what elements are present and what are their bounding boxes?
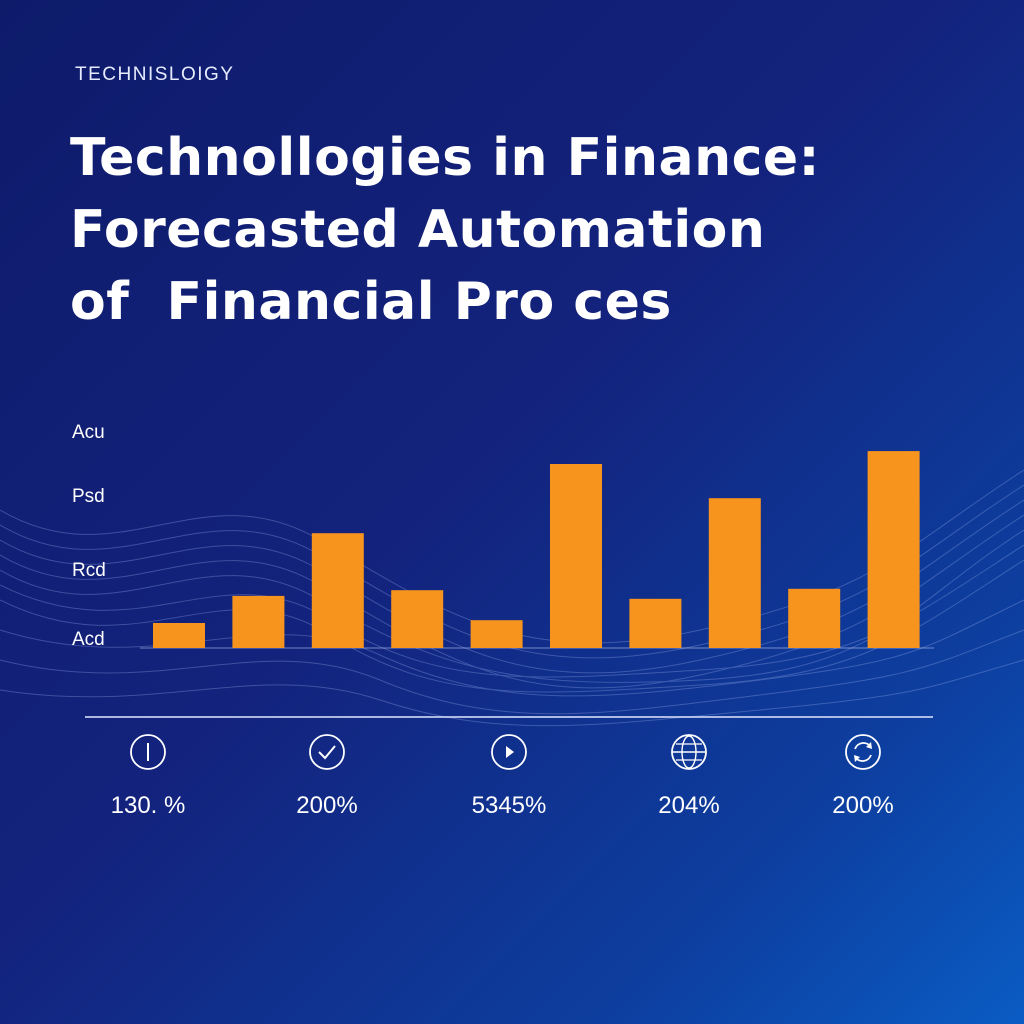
title-line-2: Forecasted Automation: [70, 200, 766, 260]
bar-chart: Acu Psd Rcd Acd: [0, 400, 1024, 730]
stat-value: 200%: [296, 792, 358, 819]
chart-bar: [550, 464, 602, 648]
y-tick-label: Acd: [72, 629, 105, 650]
chart-bar: [788, 588, 841, 648]
stat-item: 204%: [614, 732, 764, 820]
chart-bar: [867, 451, 920, 648]
check-icon: [309, 734, 345, 770]
stat-value: 5345%: [471, 792, 547, 819]
chart-bar: [470, 620, 523, 648]
stat-value: 130. %: [110, 792, 186, 819]
stat-value: 200%: [832, 792, 894, 819]
chart-bar: [153, 623, 205, 648]
stat-item: 130. %: [73, 732, 223, 820]
info-icon: [130, 734, 166, 770]
eyebrow-label: TECHNISLOIGY: [75, 64, 235, 85]
divider-line: [85, 716, 933, 718]
stat-item: 200%: [788, 732, 938, 820]
title-line-1: Technollogies in Finance:: [70, 128, 820, 188]
play-icon: [491, 734, 527, 770]
chart-bar: [311, 533, 364, 648]
y-tick-label: Rcd: [72, 560, 106, 581]
y-tick-label: Psd: [72, 486, 105, 507]
page-title: Technollogies in Finance: Forecasted Aut…: [70, 122, 950, 338]
title-line-3: of Financial Pro ces: [70, 272, 672, 332]
stat-item: 200%: [252, 732, 402, 820]
globe-icon: [671, 734, 707, 770]
bars-area: [140, 451, 934, 649]
y-tick-label: Acu: [72, 422, 105, 443]
chart-bar: [391, 590, 444, 648]
refresh-icon: [845, 734, 881, 770]
stat-item: 5345%: [434, 732, 584, 820]
chart-bar: [708, 498, 761, 648]
stat-value: 204%: [658, 792, 720, 819]
chart-bar: [629, 598, 682, 648]
chart-bar: [232, 595, 285, 648]
